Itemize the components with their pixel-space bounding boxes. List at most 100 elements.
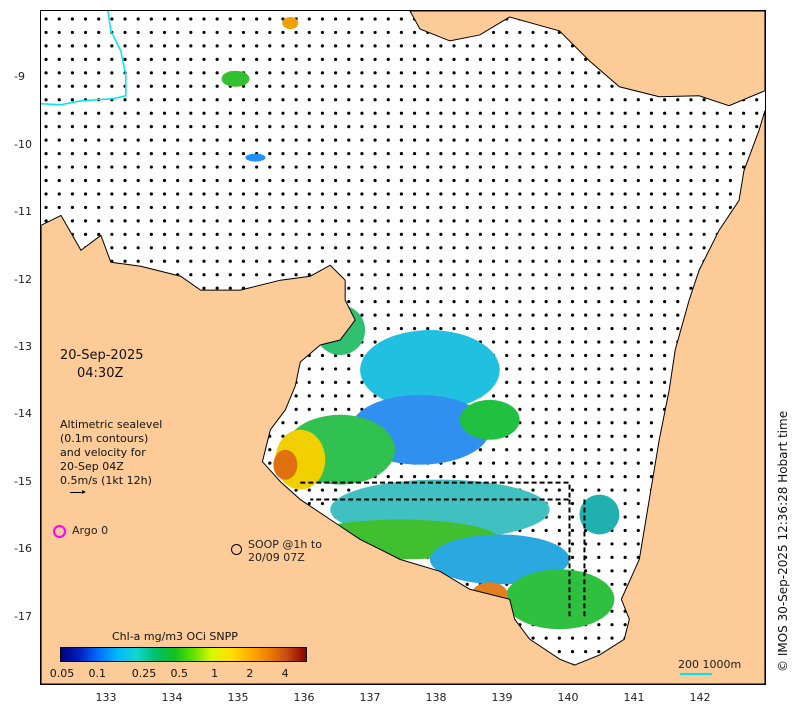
- velocity-arrow: [176, 151, 180, 156]
- velocity-arrow: [189, 71, 193, 75]
- velocity-arrow: [610, 219, 614, 223]
- velocity-arrow: [149, 232, 153, 236]
- velocity-arrow: [465, 111, 469, 115]
- velocity-arrow: [44, 84, 48, 88]
- velocity-arrow: [189, 17, 193, 21]
- velocity-arrow: [373, 57, 377, 61]
- velocity-arrow: [452, 192, 456, 196]
- velocity-arrow: [505, 205, 509, 210]
- velocity-arrow: [294, 138, 298, 142]
- velocity-arrow: [452, 219, 456, 223]
- velocity-arrow: [610, 623, 614, 627]
- velocity-arrow: [162, 165, 167, 169]
- velocity-arrow: [623, 434, 627, 438]
- velocity-arrow: [518, 246, 522, 250]
- velocity-arrow: [439, 98, 443, 102]
- lat-tick-label: -10: [14, 137, 32, 151]
- velocity-arrow: [399, 30, 403, 35]
- velocity-arrow: [162, 44, 167, 48]
- velocity-arrow: [97, 30, 101, 35]
- velocity-arrow: [320, 219, 325, 223]
- lat-tick-label: -14: [14, 407, 32, 421]
- velocity-arrow: [584, 650, 588, 654]
- velocity-arrow: [334, 44, 338, 48]
- velocity-arrow: [399, 165, 403, 169]
- velocity-arrow: [202, 246, 206, 250]
- velocity-arrow: [518, 30, 522, 35]
- velocity-arrow: [518, 286, 522, 290]
- velocity-arrow: [570, 192, 575, 196]
- velocity-arrow: [241, 98, 246, 102]
- velocity-arrow: [176, 71, 180, 75]
- velocity-arrow: [44, 111, 48, 115]
- velocity-arrow: [123, 151, 127, 156]
- velocity-arrow: [452, 111, 456, 115]
- velocity-arrow: [610, 138, 614, 142]
- velocity-arrow: [623, 488, 627, 492]
- velocity-arrow: [255, 178, 259, 183]
- velocity-arrow: [623, 111, 627, 115]
- velocity-arrow: [281, 205, 285, 210]
- velocity-arrow: [228, 44, 232, 48]
- velocity-arrow: [426, 71, 430, 75]
- velocity-arrow: [176, 84, 180, 88]
- velocity-arrow: [255, 71, 259, 75]
- velocity-arrow: [623, 246, 627, 250]
- velocity-arrow: [570, 555, 575, 559]
- velocity-arrow: [452, 151, 456, 156]
- velocity-arrow: [478, 313, 482, 317]
- velocity-arrow: [505, 125, 509, 129]
- lat-tick-label: -13: [14, 340, 32, 353]
- velocity-arrow: [189, 84, 193, 88]
- velocity-arrow: [544, 488, 548, 492]
- velocity-arrow: [518, 407, 522, 411]
- velocity-arrow: [294, 219, 298, 223]
- velocity-arrow: [689, 151, 693, 156]
- velocity-arrow: [649, 300, 654, 304]
- velocity-arrow: [597, 421, 601, 425]
- velocity-arrow: [518, 138, 522, 142]
- velocity-arrow: [83, 205, 88, 210]
- velocity-arrow: [676, 111, 680, 115]
- velocity-arrow: [544, 461, 548, 465]
- velocity-arrow: [702, 232, 706, 236]
- velocity-arrow: [584, 300, 588, 304]
- velocity-arrow: [136, 219, 140, 223]
- velocity-arrow: [360, 394, 364, 398]
- velocity-arrow: [505, 98, 509, 102]
- velocity-arrow: [320, 488, 325, 492]
- velocity-arrow: [610, 353, 614, 358]
- velocity-arrow: [570, 273, 575, 277]
- velocity-arrow: [307, 138, 311, 142]
- velocity-arrow: [57, 84, 61, 88]
- velocity-arrow: [531, 151, 535, 156]
- velocity-arrow: [189, 151, 193, 156]
- velocity-arrow: [610, 178, 614, 183]
- velocity-arrow: [281, 165, 285, 169]
- velocity-arrow: [412, 205, 417, 210]
- velocity-arrow: [399, 246, 403, 250]
- velocity-arrow: [412, 30, 417, 35]
- velocity-arrow: [294, 151, 298, 156]
- velocity-arrow: [110, 232, 114, 236]
- velocity-arrow: [386, 286, 390, 290]
- velocity-arrow: [426, 98, 430, 102]
- velocity-arrow: [307, 367, 311, 371]
- velocity-arrow: [531, 57, 535, 61]
- velocity-arrow: [544, 300, 548, 304]
- velocity-arrow: [347, 219, 351, 223]
- velocity-arrow: [557, 407, 561, 411]
- velocity-arrow: [478, 286, 482, 290]
- velocity-arrow: [241, 125, 246, 129]
- velocity-arrow: [570, 125, 575, 129]
- velocity-arrow: [584, 259, 588, 263]
- velocity-arrow: [83, 84, 88, 88]
- velocity-arrow: [386, 98, 390, 102]
- velocity-arrow: [307, 84, 311, 88]
- scale-label: 200 1000m: [678, 658, 742, 671]
- velocity-arrow: [531, 138, 535, 142]
- velocity-arrow: [649, 98, 654, 102]
- velocity-arrow: [149, 57, 153, 61]
- velocity-arrow: [676, 138, 680, 142]
- velocity-arrow: [97, 17, 101, 21]
